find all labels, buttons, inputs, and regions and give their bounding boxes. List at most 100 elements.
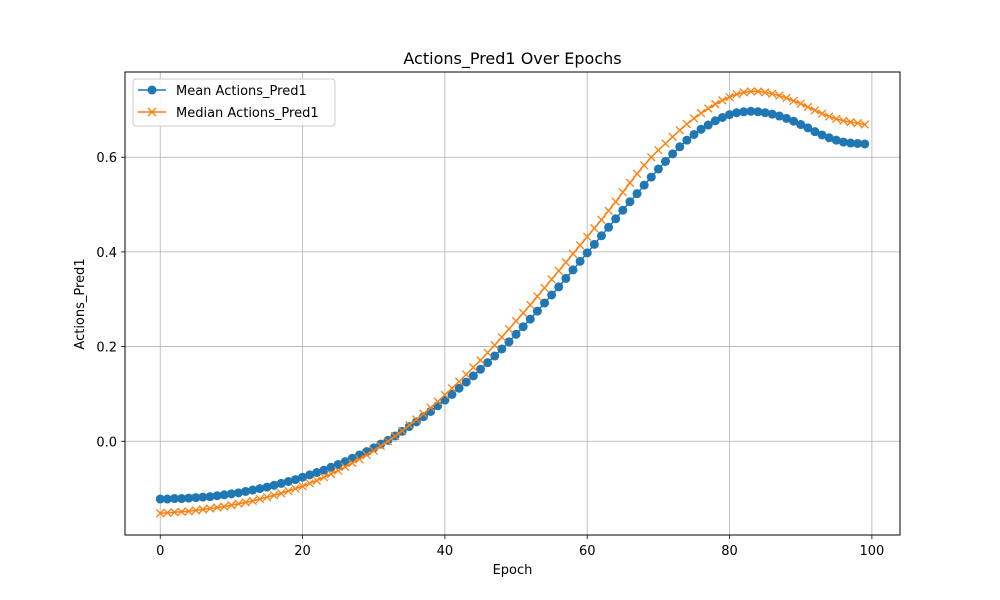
legend-label-mean: Mean Actions_Pred1	[176, 84, 307, 99]
data-point	[789, 96, 798, 106]
data-point	[760, 88, 770, 97]
data-point	[853, 118, 862, 128]
data-point	[632, 169, 642, 179]
data-point	[454, 383, 464, 393]
data-point	[547, 290, 557, 300]
data-point	[703, 104, 713, 113]
y-tick-label: 0.4	[96, 246, 117, 261]
data-point	[540, 283, 549, 293]
data-point	[547, 275, 556, 284]
data-point	[561, 273, 571, 283]
series-mean	[155, 106, 870, 504]
data-point	[739, 107, 749, 117]
data-point	[689, 114, 699, 123]
data-point	[390, 431, 400, 441]
legend-box	[132, 78, 336, 127]
data-point	[682, 135, 692, 145]
data-point	[775, 91, 784, 100]
data-point	[611, 214, 621, 224]
data-point	[475, 364, 485, 374]
data-point	[411, 417, 421, 427]
data-point	[419, 409, 428, 419]
data-point	[234, 499, 243, 509]
data-point	[369, 443, 379, 453]
data-point	[433, 401, 443, 411]
data-point	[661, 156, 671, 166]
data-point	[205, 504, 215, 513]
data-point	[767, 109, 777, 119]
data-point	[490, 340, 499, 350]
data-point	[405, 420, 414, 430]
data-point	[191, 493, 201, 503]
data-point	[625, 197, 635, 207]
data-point	[212, 491, 222, 501]
x-tick-label: 60	[579, 544, 596, 559]
data-point	[468, 371, 478, 381]
data-point	[497, 332, 507, 342]
data-point	[219, 490, 229, 500]
data-point	[376, 441, 386, 451]
data-point	[732, 108, 742, 118]
data-point	[177, 507, 186, 517]
data-point	[554, 282, 564, 292]
data-point	[718, 96, 727, 105]
data-point	[526, 300, 535, 310]
data-point	[653, 164, 663, 174]
data-point	[226, 489, 236, 499]
data-point	[518, 322, 528, 332]
data-point	[433, 397, 443, 406]
data-point	[248, 485, 258, 495]
legend-marker-median	[147, 107, 157, 117]
data-point	[525, 314, 535, 324]
data-point	[596, 231, 606, 241]
data-point	[461, 370, 471, 379]
data-point	[241, 486, 251, 496]
data-point	[540, 298, 550, 308]
data-point	[803, 123, 813, 133]
y-tick-label: 0.2	[96, 341, 117, 356]
data-point	[198, 492, 208, 502]
data-point	[739, 88, 749, 97]
data-point	[810, 127, 820, 137]
data-point	[789, 116, 799, 126]
data-point	[753, 87, 763, 96]
data-point	[717, 112, 727, 122]
data-point	[725, 110, 735, 120]
data-point	[675, 125, 685, 135]
data-point	[725, 92, 734, 102]
data-point	[611, 197, 620, 206]
data-point	[554, 266, 564, 276]
data-point	[426, 403, 435, 412]
data-point	[348, 458, 357, 468]
x-tick-label: 20	[294, 544, 311, 559]
data-point	[319, 472, 329, 482]
data-point	[169, 494, 179, 504]
data-point	[312, 476, 322, 485]
data-point	[447, 383, 457, 393]
x-tick-label: 0	[156, 544, 164, 559]
data-point	[824, 133, 834, 143]
axis-ticks: 0 20 40 60 80 100 0.0 0.2 0.4 0.6	[96, 151, 884, 559]
y-tick-label: 0.0	[96, 435, 117, 450]
data-point	[839, 116, 848, 126]
chart-title: Actions_Pred1 Over Epochs	[403, 49, 621, 69]
data-point	[817, 109, 827, 118]
data-point	[832, 114, 841, 124]
data-point	[162, 494, 172, 504]
data-point	[191, 506, 201, 515]
data-point	[532, 306, 542, 316]
data-point	[276, 489, 286, 498]
data-point	[511, 329, 521, 339]
data-point	[746, 87, 756, 96]
data-point	[625, 178, 635, 188]
data-point	[597, 215, 606, 224]
data-point	[810, 106, 820, 115]
data-point	[846, 138, 856, 148]
data-point	[269, 480, 279, 490]
data-point	[333, 459, 343, 469]
series-median	[155, 87, 870, 518]
data-point	[170, 508, 179, 517]
series-layer	[155, 87, 870, 518]
data-point	[248, 496, 258, 506]
data-point	[803, 102, 813, 112]
